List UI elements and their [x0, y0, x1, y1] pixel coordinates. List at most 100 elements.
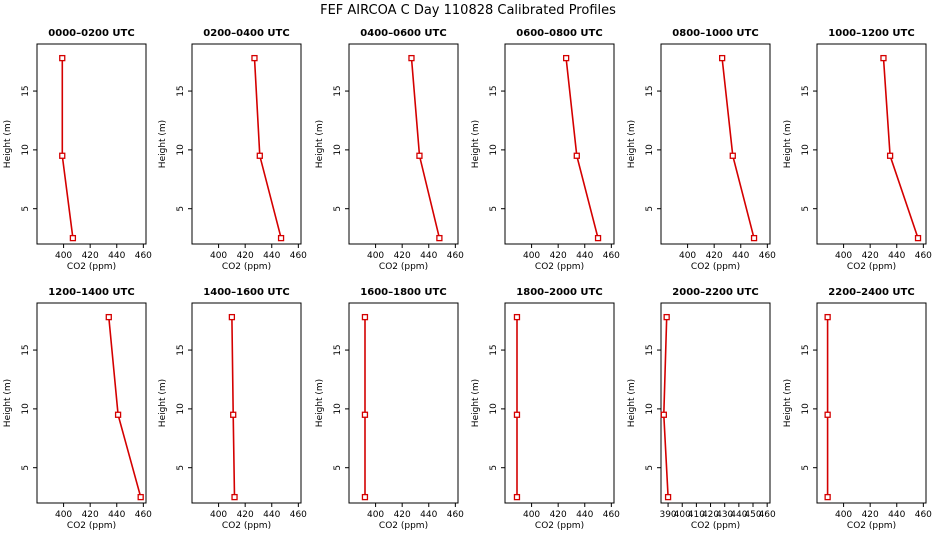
y-tick-label: 10 — [489, 144, 499, 156]
y-tick-label: 5 — [333, 206, 343, 212]
x-tick-label: 460 — [135, 251, 152, 261]
y-tick-label: 10 — [21, 144, 31, 156]
y-axis-label: Height (m) — [315, 120, 325, 168]
data-point — [562, 54, 570, 62]
data-point — [660, 411, 667, 418]
series-line — [410, 58, 441, 239]
x-tick-label: 400 — [210, 251, 227, 261]
panel-title: 1000–1200 UTC — [828, 28, 914, 39]
x-tick-label: 440 — [108, 251, 125, 261]
y-tick-label: 5 — [645, 465, 655, 471]
x-axis-label: CO2 (ppm) — [67, 521, 116, 531]
y-tick-label: 5 — [333, 465, 343, 471]
x-tick-label: 440 — [420, 251, 437, 261]
data-point — [513, 313, 521, 321]
figure-title: FEF AIRCOA C Day 110828 Calibrated Profi… — [320, 3, 616, 18]
panel-4: 0600–0800 UTC 400 420 440 460 5 10 15 CO2 (ppm) H… — [471, 28, 620, 272]
data-point — [880, 54, 887, 62]
data-point — [408, 54, 415, 62]
x-tick-label: 460 — [290, 251, 307, 261]
data-point — [824, 493, 831, 501]
x-tick-label: 450 — [744, 510, 761, 520]
y-tick-label: 5 — [645, 206, 655, 212]
x-tick-label: 460 — [290, 510, 307, 520]
x-tick-label: 420 — [550, 251, 567, 261]
y-tick-label: 10 — [21, 403, 31, 415]
x-axis-label: CO2 (ppm) — [222, 262, 271, 272]
panel-8: 1400–1600 UTC 400 420 440 460 5 10 15 CO2 (ppm) H… — [158, 287, 307, 531]
data-point — [436, 234, 443, 242]
data-point — [718, 54, 726, 62]
panel-title: 1400–1600 UTC — [203, 287, 289, 298]
y-tick-label: 5 — [489, 206, 499, 212]
data-point — [573, 152, 580, 159]
plot-frame — [504, 43, 615, 245]
x-tick-label: 430 — [716, 510, 733, 520]
x-tick-label: 440 — [263, 510, 280, 520]
panel-title: 1200–1400 UTC — [48, 287, 134, 298]
y-tick-label: 10 — [645, 144, 655, 156]
x-tick-label: 420 — [394, 251, 411, 261]
x-axis-label: CO2 (ppm) — [847, 521, 896, 531]
y-axis-label: Height (m) — [3, 120, 13, 168]
panels-grid: 0000–0200 UTC 400 420 440 460 5 10 15 CO2 (ppm) H… — [3, 28, 932, 531]
y-tick-label: 15 — [801, 344, 811, 355]
x-tick-label: 460 — [915, 510, 932, 520]
x-tick-label: 420 — [702, 510, 719, 520]
data-point — [228, 313, 236, 321]
x-tick-label: 440 — [108, 510, 125, 520]
y-axis-label: Height (m) — [471, 379, 481, 427]
x-tick-label: 420 — [706, 251, 723, 261]
panel-1: 0000–0200 UTC 400 420 440 460 5 10 15 CO2 (ppm) H… — [3, 28, 152, 272]
y-tick-label: 15 — [645, 85, 655, 96]
data-point — [105, 313, 112, 321]
data-point — [251, 54, 258, 62]
x-tick-label: 390 — [659, 510, 676, 520]
data-point — [750, 234, 758, 242]
data-point — [914, 234, 922, 242]
series-line — [565, 58, 599, 239]
y-axis-label: Height (m) — [158, 379, 168, 427]
x-tick-label: 400 — [835, 510, 852, 520]
x-tick-label: 420 — [82, 251, 99, 261]
data-point — [361, 411, 369, 418]
x-tick-label: 400 — [55, 251, 72, 261]
x-tick-label: 440 — [888, 510, 905, 520]
y-tick-label: 15 — [801, 85, 811, 96]
panel-title: 0800–1000 UTC — [672, 28, 758, 39]
plot-frame — [191, 43, 302, 245]
data-point — [277, 234, 285, 242]
y-tick-label: 15 — [333, 85, 343, 96]
data-point — [824, 411, 831, 418]
data-point — [231, 493, 238, 501]
data-point — [416, 152, 423, 159]
x-tick-label: 460 — [759, 510, 776, 520]
y-tick-label: 10 — [645, 403, 655, 415]
x-tick-label: 400 — [679, 251, 696, 261]
data-point — [886, 152, 894, 159]
data-point — [361, 493, 369, 501]
panel-5: 0800–1000 UTC 400 420 440 460 5 10 15 CO2 (ppm) H… — [627, 28, 776, 272]
x-axis-label: CO2 (ppm) — [379, 262, 428, 272]
y-tick-label: 15 — [489, 344, 499, 355]
y-axis-label: Height (m) — [315, 379, 325, 427]
x-tick-label: 410 — [688, 510, 705, 520]
data-point — [729, 152, 736, 159]
panel-title: 0400–0600 UTC — [360, 28, 446, 39]
data-point — [361, 313, 369, 321]
panel-3: 0400–0600 UTC 400 420 440 460 5 10 15 CO2 (ppm) H… — [315, 28, 464, 272]
y-tick-label: 5 — [801, 206, 811, 212]
data-point — [59, 152, 66, 159]
y-axis-label: Height (m) — [627, 120, 637, 168]
panel-title: 0200–0400 UTC — [203, 28, 289, 39]
x-tick-label: 400 — [367, 251, 384, 261]
y-axis-label: Height (m) — [471, 120, 481, 168]
x-tick-label: 420 — [237, 510, 254, 520]
x-axis-label: CO2 (ppm) — [222, 521, 271, 531]
data-point — [69, 234, 77, 242]
y-tick-label: 10 — [489, 403, 499, 415]
y-tick-label: 15 — [176, 85, 186, 96]
y-tick-label: 15 — [21, 344, 31, 355]
